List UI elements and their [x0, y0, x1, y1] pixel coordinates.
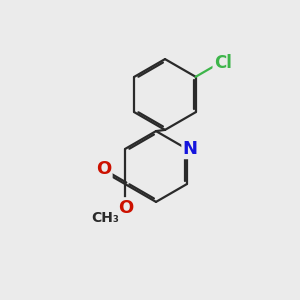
Text: O: O: [118, 199, 133, 217]
Text: O: O: [96, 160, 111, 178]
Text: N: N: [183, 140, 198, 158]
Text: Cl: Cl: [214, 54, 232, 72]
Text: CH₃: CH₃: [91, 212, 119, 225]
